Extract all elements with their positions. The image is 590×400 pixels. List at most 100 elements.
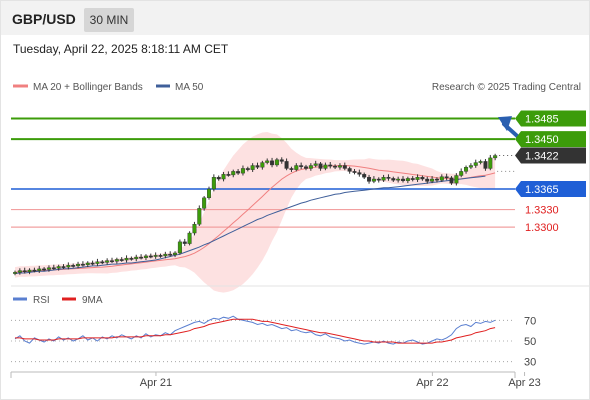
rsi-line xyxy=(14,315,496,345)
candle-body xyxy=(381,177,386,181)
candle-body xyxy=(168,253,173,256)
candle-body xyxy=(197,208,202,225)
candle-body xyxy=(250,165,255,170)
ma20-line xyxy=(14,164,496,273)
candle-body xyxy=(454,175,459,184)
candle-body xyxy=(333,165,338,168)
candle-body xyxy=(37,268,42,271)
moving-averages xyxy=(14,164,515,274)
forecast-arrowhead xyxy=(498,116,512,132)
candle-body xyxy=(357,172,362,175)
candle-body xyxy=(56,266,61,269)
candle-body xyxy=(206,188,211,199)
candle-body xyxy=(134,256,139,260)
candle-body xyxy=(226,174,231,176)
level-lines xyxy=(11,117,515,228)
candle-body xyxy=(352,171,357,173)
rsi-level-label: 30 xyxy=(524,357,536,369)
time-axis-label: Apr 21 xyxy=(140,377,172,389)
price-tag xyxy=(515,131,586,148)
candle-body xyxy=(304,166,309,169)
candle-body xyxy=(405,178,410,181)
candle-body xyxy=(182,241,187,244)
candle-body xyxy=(192,224,197,234)
candle-body xyxy=(318,163,323,169)
candle-body xyxy=(202,197,207,209)
timestamp: Tuesday, April 22, 2025 8:18:11 AM CET xyxy=(13,42,229,56)
candle-body xyxy=(153,255,158,257)
rsi-ma-line xyxy=(15,318,496,344)
candle-body xyxy=(274,159,279,166)
candle-body xyxy=(464,167,469,172)
candle-body xyxy=(119,259,124,261)
candle-body xyxy=(439,176,444,181)
candle-body xyxy=(396,178,401,181)
candles xyxy=(12,116,530,276)
candle-body xyxy=(488,157,493,169)
candle-body xyxy=(245,168,250,170)
rsi-level-label: 50 xyxy=(524,336,536,348)
price-label: 1.3365 xyxy=(525,184,559,196)
candle-body xyxy=(371,178,376,182)
ma50-line xyxy=(14,175,486,274)
candle-body xyxy=(80,263,85,266)
price-tag xyxy=(515,147,586,164)
candle-body xyxy=(313,163,318,166)
candle-body xyxy=(240,168,245,174)
candle-body xyxy=(95,261,100,264)
rsi-ma-legend-label: 9MA xyxy=(82,295,103,306)
time-axis: Apr 21 Apr 22 Apr 23 xyxy=(10,371,541,389)
candle-body xyxy=(187,232,192,244)
candle-body xyxy=(289,168,294,170)
candle-body xyxy=(124,258,129,261)
candle-body xyxy=(173,252,178,255)
price-label: 1.3485 xyxy=(525,114,559,126)
candle-body xyxy=(76,263,81,267)
candle-body xyxy=(66,265,71,268)
candle-body xyxy=(221,174,226,180)
candle-body xyxy=(449,177,454,184)
candle-body xyxy=(51,267,56,270)
time-axis-label: Apr 23 xyxy=(508,377,540,389)
bollinger-band-fill xyxy=(15,132,496,293)
candle-body xyxy=(308,165,313,169)
candle-body xyxy=(90,262,95,265)
candle-body xyxy=(410,178,415,180)
candle-body xyxy=(323,164,328,169)
candle-body xyxy=(415,177,420,180)
price-tag xyxy=(515,110,586,127)
candle-body xyxy=(337,165,342,168)
candle-body xyxy=(139,256,144,259)
level-labels: 1.3485 1.3450 1.3422 1.3365 1.3330 1.3300 xyxy=(515,110,586,234)
candle-body xyxy=(61,266,66,268)
candle-body xyxy=(265,160,270,163)
candle-body xyxy=(294,165,299,170)
price-label: 1.3300 xyxy=(525,222,559,234)
rsi-panel: 70 50 30 xyxy=(11,315,536,369)
candle-body xyxy=(114,259,119,262)
candle-body xyxy=(347,168,352,172)
price-label: 1.3330 xyxy=(525,205,559,217)
candle-body xyxy=(401,178,406,181)
candle-body xyxy=(391,178,396,181)
ma50-legend-label: MA 50 xyxy=(175,82,204,93)
timeframe-button[interactable]: 30 MIN xyxy=(84,8,134,32)
candle-body xyxy=(493,155,498,159)
candle-body xyxy=(299,165,304,167)
candle-body xyxy=(279,159,284,162)
bollinger-bands xyxy=(15,132,496,293)
candle-body xyxy=(420,177,425,180)
candle-body xyxy=(386,177,391,179)
time-axis-label: Apr 22 xyxy=(416,377,448,389)
candle-body xyxy=(270,160,275,166)
candle-body xyxy=(328,164,333,167)
instrument-title: GBP/USD xyxy=(12,11,76,27)
header-bar: GBP/USD 30 MIN xyxy=(1,1,589,35)
candle-body xyxy=(211,177,216,190)
candle-body xyxy=(284,161,289,169)
price-tag xyxy=(515,181,586,197)
candle-body xyxy=(158,255,163,257)
rsi-legend-label: RSI xyxy=(33,295,50,306)
candle-body xyxy=(478,161,483,163)
